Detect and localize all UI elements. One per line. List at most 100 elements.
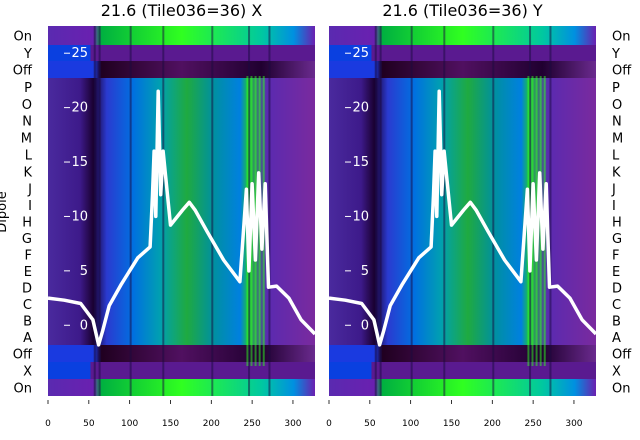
y-tick-label: 5 [80,264,88,279]
row-label: H [22,216,32,231]
x-tick-label: 250 [525,419,542,429]
heat-row [329,296,596,312]
heat-row [48,246,315,263]
row-label: X [23,365,32,380]
y-tick-label: 20 [352,101,369,116]
row-label: O [612,98,622,113]
band-edge [98,26,101,396]
x-tick-label: 150 [443,419,460,429]
heat-row [329,61,596,78]
heat-row [48,213,315,230]
band-edge [379,26,382,396]
heat-row [329,180,596,197]
y-tick-label: 0 [80,318,88,333]
row-label: K [612,166,621,181]
overlay-curve-y [328,89,598,347]
row-labels: OnYOffPONMLKJIHGFEDCBAOffXOnDipoleOnYOff… [0,30,632,397]
band-edge [129,26,132,396]
x-tick-label: 200 [484,419,501,429]
heat-row [48,163,315,180]
band-edge [410,26,413,396]
x-tick-label: 100 [402,419,419,429]
band-edge [93,26,96,396]
row-label: Off [13,64,33,79]
band-edge [211,26,214,396]
y-tick-label: 25 [71,46,88,61]
heat-row [329,213,596,230]
row-label: P [24,81,32,96]
heat-row-segment [266,362,315,379]
heat-row [329,379,596,396]
heat-row [329,78,596,96]
row-label: On [612,30,630,45]
heat-row [48,146,315,163]
y-tick-label: 0 [361,318,369,333]
row-label: Off [13,348,33,363]
overlay-curve-x [47,89,317,347]
y-tick-label: 25 [352,46,369,61]
x-tick-label: 200 [203,419,220,429]
heat-row-segment [48,362,91,379]
heat-row [48,379,315,396]
x-tick-label: 50 [364,419,376,429]
band-edge [549,26,552,396]
row-label: L [25,149,33,164]
heat-row [329,230,596,246]
heat-row [329,26,596,45]
row-label: M [612,132,623,147]
heat-row [48,296,315,312]
band-edge [162,26,165,396]
row-label: F [612,249,619,264]
row-label: M [21,132,32,147]
heat-row-segment [329,362,372,379]
x-tick-label: 300 [565,419,582,429]
band-edge [529,26,532,396]
row-label: E [612,265,620,280]
row-label: A [612,331,621,346]
row-label: D [22,282,32,297]
y-tick-label: 15 [71,155,88,170]
y-tick-label: 10 [352,209,369,224]
row-label: L [612,149,620,164]
heat-row [48,345,315,362]
row-label: G [612,232,622,247]
row-label: Off [612,348,632,363]
band-edge [268,26,271,396]
row-label: F [25,249,32,264]
band-edge [248,26,251,396]
heat-row [329,263,596,279]
heat-row [48,112,315,129]
heat-row [48,61,315,78]
row-label: B [612,315,621,330]
row-label: N [612,115,622,130]
panel-title-y: 21.6 (Tile036=36) Y [382,1,543,20]
row-label: On [14,382,32,397]
y-axis-label: Dipole [0,191,10,232]
x-tick-label: 250 [244,419,261,429]
heat-row [48,129,315,146]
row-label: P [612,81,620,96]
row-label: B [23,315,32,330]
heat-row [329,112,596,129]
heat-row [329,163,596,180]
row-label: Off [612,64,632,79]
heat-row [329,129,596,146]
band-edge [443,26,446,396]
heat-row [48,329,315,345]
heat-row [329,96,596,112]
x-tick-label: 0 [326,419,332,429]
x-tick-label: 300 [284,419,301,429]
row-label: C [612,298,621,313]
heat-row [48,180,315,197]
heat-row [329,246,596,263]
row-label: On [14,30,32,45]
row-label: E [24,265,32,280]
heat-row [329,329,596,345]
heat-row [48,78,315,96]
row-label: N [22,115,32,130]
row-label: K [23,166,32,181]
x-tick-label: 100 [121,419,138,429]
heat-row [329,345,596,362]
